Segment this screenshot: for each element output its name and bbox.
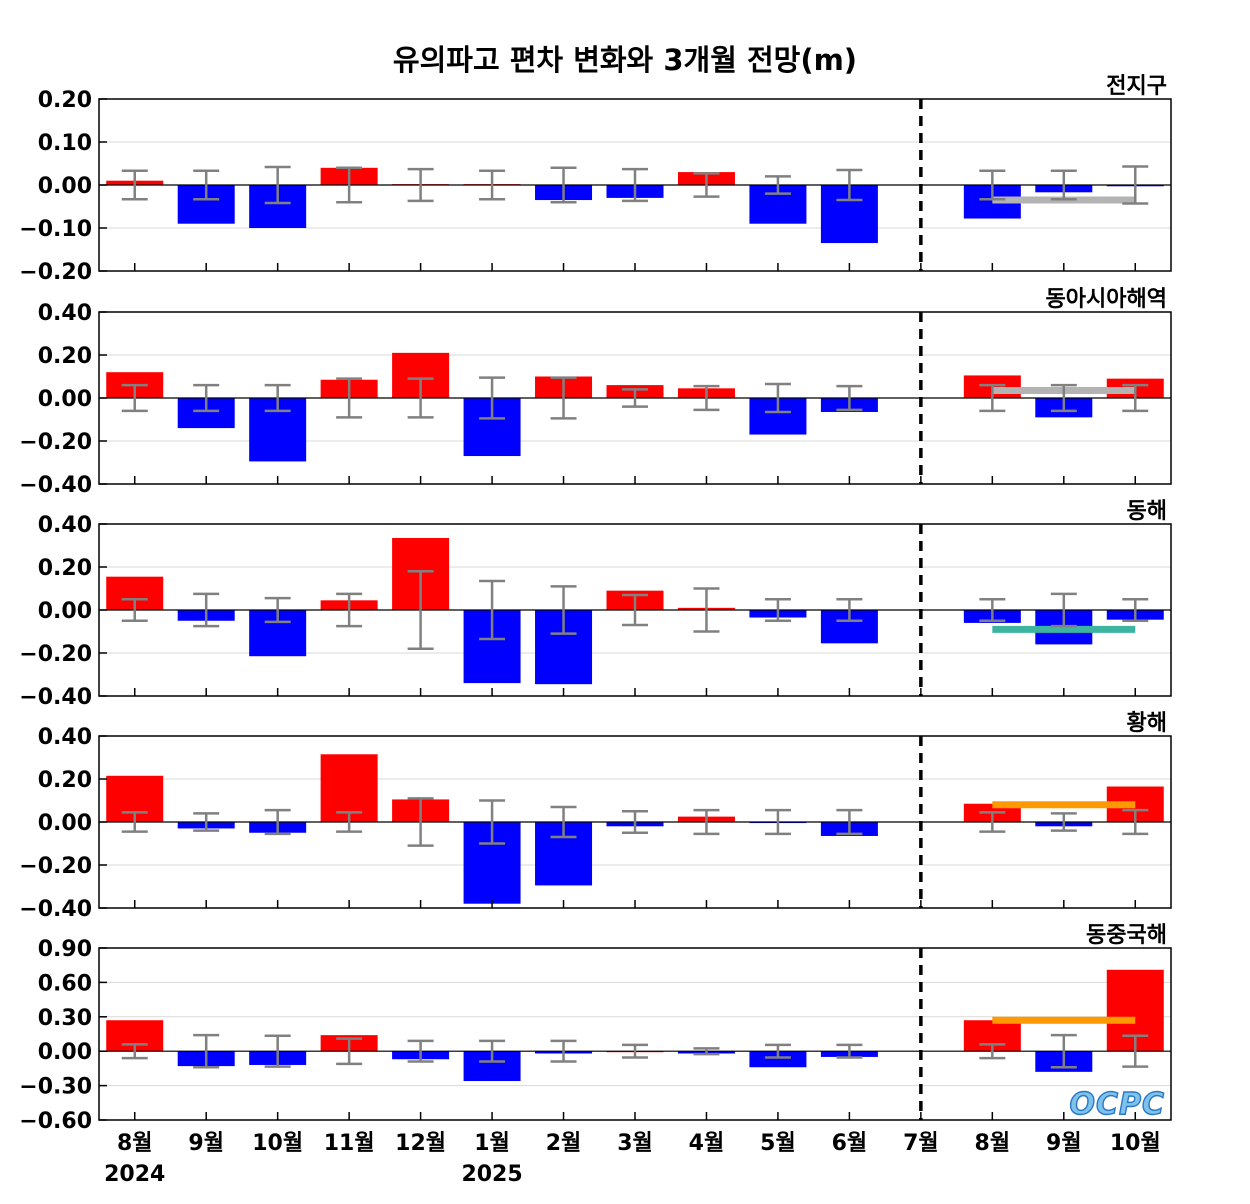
y-tick-label: −0.40 bbox=[19, 473, 92, 498]
y-tick-label: −0.10 bbox=[19, 217, 92, 242]
month-label: 6월 bbox=[832, 1131, 868, 1156]
y-tick-label: −0.40 bbox=[19, 685, 92, 710]
month-label: 8월 bbox=[117, 1131, 153, 1156]
month-label: 7월 bbox=[903, 1131, 939, 1156]
month-label: 3월 bbox=[617, 1131, 653, 1156]
y-tick-label: 0.00 bbox=[38, 1040, 92, 1065]
chart-panels: 0.20 0.10 0.00 −0.10 −0.20 전지구 0.40 0.20 0.00 −0.… bbox=[19, 74, 1172, 1134]
y-tick-label: 0.10 bbox=[38, 131, 92, 156]
y-tick-label: 0.30 bbox=[38, 1006, 92, 1031]
y-tick-label: −0.20 bbox=[19, 642, 92, 667]
month-label: 10월 bbox=[252, 1131, 303, 1156]
y-tick-label: 0.20 bbox=[38, 556, 92, 581]
month-label: 9월 bbox=[1046, 1131, 1082, 1156]
y-tick-label: 0.00 bbox=[38, 599, 92, 624]
y-tick-label: 0.60 bbox=[38, 971, 92, 996]
month-label: 11월 bbox=[324, 1131, 375, 1156]
region-label: 동해 bbox=[1127, 499, 1167, 524]
y-tick-label: −0.60 bbox=[19, 1109, 92, 1134]
y-tick-label: −0.20 bbox=[19, 854, 92, 879]
x-axis-labels: 8월 9월 10월 11월 12월 1월 2월 3월 4월 5월 6월 7월 8월 9월 10월 2024 20… bbox=[104, 1131, 1161, 1187]
panel-3: 0.40 0.20 0.00 −0.20 −0.40 동해 bbox=[19, 499, 1172, 710]
panel-5: 0.90 0.60 0.30 0.00 −0.30 −0.60 동중국해 bbox=[19, 923, 1172, 1134]
year-label: 2024 bbox=[104, 1162, 165, 1187]
y-tick-label: 0.40 bbox=[38, 725, 92, 750]
y-tick-label: 0.20 bbox=[38, 88, 92, 113]
y-tick-label: −0.30 bbox=[19, 1075, 92, 1100]
y-tick-label: 0.00 bbox=[38, 174, 92, 199]
month-label: 5월 bbox=[760, 1131, 796, 1156]
panel-4: 0.40 0.20 0.00 −0.20 −0.40 황해 bbox=[19, 711, 1172, 922]
y-tick-label: 0.00 bbox=[38, 387, 92, 412]
year-label: 2025 bbox=[461, 1162, 522, 1187]
month-label: 12월 bbox=[395, 1131, 446, 1156]
month-label: 2월 bbox=[546, 1131, 582, 1156]
panel-frame bbox=[98, 947, 1172, 1121]
y-tick-label: 0.90 bbox=[38, 937, 92, 962]
region-label: 황해 bbox=[1127, 711, 1167, 736]
month-label: 10월 bbox=[1110, 1131, 1161, 1156]
y-tick-label: 0.20 bbox=[38, 344, 92, 369]
y-tick-label: −0.20 bbox=[19, 430, 92, 455]
ocpc-logo-text: OCPC bbox=[1069, 1087, 1165, 1122]
panel-2: 0.40 0.20 0.00 −0.20 −0.40 동아시아해역 bbox=[19, 287, 1172, 498]
month-label: 9월 bbox=[188, 1131, 224, 1156]
y-tick-label: 0.40 bbox=[38, 513, 92, 538]
y-tick-label: −0.40 bbox=[19, 897, 92, 922]
bar bbox=[320, 754, 378, 822]
y-tick-label: 0.40 bbox=[38, 301, 92, 326]
region-label: 동중국해 bbox=[1086, 923, 1167, 948]
month-label: 8월 bbox=[975, 1131, 1011, 1156]
ocpc-logo: OCPC bbox=[1069, 1086, 1165, 1122]
region-label: 동아시아해역 bbox=[1046, 287, 1167, 312]
y-tick-label: 0.20 bbox=[38, 768, 92, 793]
y-tick-label: −0.20 bbox=[19, 260, 92, 285]
region-label: 전지구 bbox=[1106, 74, 1167, 99]
bar bbox=[749, 1051, 807, 1068]
chart-title: 유의파고 편차 변화와 3개월 전망(m) bbox=[393, 43, 857, 77]
month-label: 4월 bbox=[689, 1131, 725, 1156]
y-tick-label: 0.00 bbox=[38, 811, 92, 836]
panel-1: 0.20 0.10 0.00 −0.10 −0.20 전지구 bbox=[19, 74, 1172, 285]
month-label: 1월 bbox=[474, 1131, 510, 1156]
